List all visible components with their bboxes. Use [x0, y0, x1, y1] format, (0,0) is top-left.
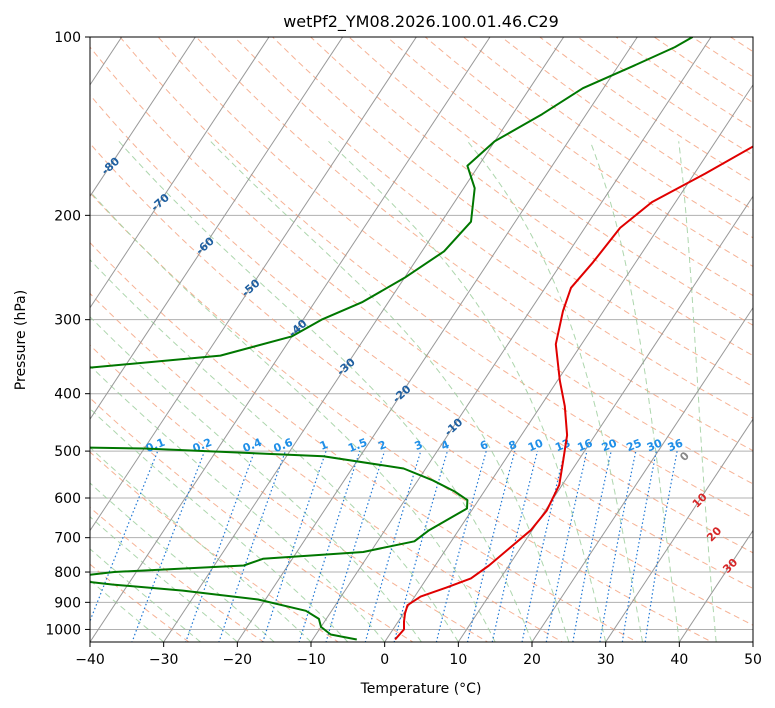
isotherm-line: [384, 83, 753, 642]
dry-adiabat-line: [157, 37, 753, 485]
y-tick-label: 400: [54, 387, 81, 403]
isotherm-line: [90, 37, 344, 421]
moist-adiabat-line: [210, 140, 570, 642]
temperature-profile-line: [394, 145, 753, 641]
moist-adiabat-line: [90, 548, 201, 642]
x-tick-label: −40: [75, 652, 105, 668]
chart-title: wetPf2_YM08.2026.100.01.46.C29: [283, 12, 559, 32]
mixing-ratio-label: 3: [413, 438, 425, 453]
mixing-ratio-line: [621, 450, 657, 642]
dry-adiabat-line: [90, 506, 265, 642]
mixing-ratio-label: 10: [526, 436, 545, 454]
moist-adiabat-line: [467, 140, 643, 642]
profiles: [90, 37, 753, 641]
mixing-ratio-label: 30: [645, 436, 664, 454]
isotherm-line: [678, 529, 753, 642]
dry-adiabat-line: [90, 563, 190, 642]
isotherm-line: [531, 306, 753, 642]
moist-adiabat-line: [90, 259, 459, 642]
y-tick-label: 1000: [45, 622, 81, 638]
moist-adiabat-line: [678, 141, 717, 642]
dry-adiabat-line: [90, 344, 489, 642]
x-tick-label: 50: [744, 652, 762, 668]
dry-adiabat-line: [90, 241, 639, 642]
y-tick-label: 800: [54, 565, 81, 581]
isotherm-line: [90, 37, 417, 532]
y-tick-label: 600: [54, 491, 81, 507]
dry-adiabat-line: [195, 37, 753, 452]
isotherm-line: [457, 195, 753, 642]
mixing-ratio-line: [364, 450, 422, 642]
dry-adiabat-line: [271, 37, 753, 388]
x-tick-label: −20: [223, 652, 253, 668]
mixing-ratio-line: [644, 450, 678, 642]
mixing-ratio-label: 1: [318, 438, 330, 453]
mixing-ratio-label: 36: [666, 436, 685, 454]
plot-frame: [89, 36, 754, 643]
moist-adiabat-line: [328, 140, 607, 642]
moist-adiabat-line: [589, 141, 680, 642]
moist-adiabat-line: [90, 408, 349, 642]
dry-adiabats: [90, 37, 753, 642]
y-tick-label: 700: [54, 531, 81, 547]
x-tick-label: 20: [523, 652, 541, 668]
mixing-ratio-line: [466, 450, 516, 642]
mixing-ratio-label: 16: [575, 436, 594, 454]
y-tick-label: 900: [54, 595, 81, 611]
isotherm-line: [236, 37, 638, 642]
mixing-ratio-label: 13: [553, 437, 572, 455]
moist-adiabat-line: [118, 140, 533, 642]
moist-adiabat-line: [90, 365, 386, 642]
x-tick-label: −30: [149, 652, 179, 668]
y-tick-label: 200: [54, 208, 81, 224]
isotherm-line: [163, 37, 565, 642]
isotherm-line: [90, 37, 491, 642]
isotherm-line: [90, 37, 196, 198]
dry-adiabat-line: [90, 94, 753, 590]
mixing-ratio-line: [262, 450, 327, 642]
isotherms: [90, 37, 753, 642]
y-tick-label: 300: [54, 313, 81, 329]
mixing-ratio-line: [491, 450, 539, 642]
mixing-ratio-line: [521, 450, 566, 642]
mixing-ratio-label: 8: [507, 438, 519, 453]
y-tick-label: 100: [54, 30, 81, 46]
moist-adiabat-line: [90, 316, 422, 642]
x-tick-label: 10: [449, 652, 467, 668]
mixing-ratio-line: [599, 450, 637, 642]
mixing-ratio-label: 2: [376, 438, 388, 453]
moist-adiabat-line: [90, 190, 496, 642]
x-axis: −40 −30 −20 −10 0 10 20 30 40 50: [75, 642, 762, 668]
dry-adiabat-line: [90, 142, 753, 626]
isotherm-line: [310, 37, 712, 642]
mixing-ratio-label: 20: [600, 436, 619, 454]
dry-adiabat-line: [90, 46, 753, 554]
isotherm-line: [90, 37, 270, 309]
x-tick-label: −10: [296, 652, 326, 668]
mixing-ratio-line: [393, 450, 448, 642]
plot-area: 0.10.20.40.611.52346810131620253036-100-…: [90, 37, 753, 642]
isotherm-line: [605, 418, 753, 642]
mixing-ratio-line: [218, 450, 286, 642]
x-tick-label: 30: [597, 652, 615, 668]
mixing-ratio-label: 25: [624, 437, 643, 455]
x-tick-label: 40: [670, 652, 688, 668]
x-axis-title: Temperature (°C): [360, 681, 482, 697]
mixing-ratio-line: [435, 450, 487, 642]
dry-adiabat-line: [119, 37, 753, 519]
dewpoint-profile-line: [90, 37, 694, 641]
mixing-ratio-line: [545, 450, 588, 642]
dry-adiabat-line: [90, 192, 713, 642]
y-axis-title: Pressure (hPa): [13, 290, 29, 390]
mixing-ratio-line: [572, 450, 612, 642]
moist-adiabat-line: [90, 482, 275, 642]
y-tick-label: 500: [54, 444, 81, 460]
y-axis: 100 200 300 400 500 600 700 800 900 1000: [45, 30, 90, 638]
dry-adiabat-line: [309, 37, 753, 357]
x-tick-label: 0: [380, 652, 389, 668]
